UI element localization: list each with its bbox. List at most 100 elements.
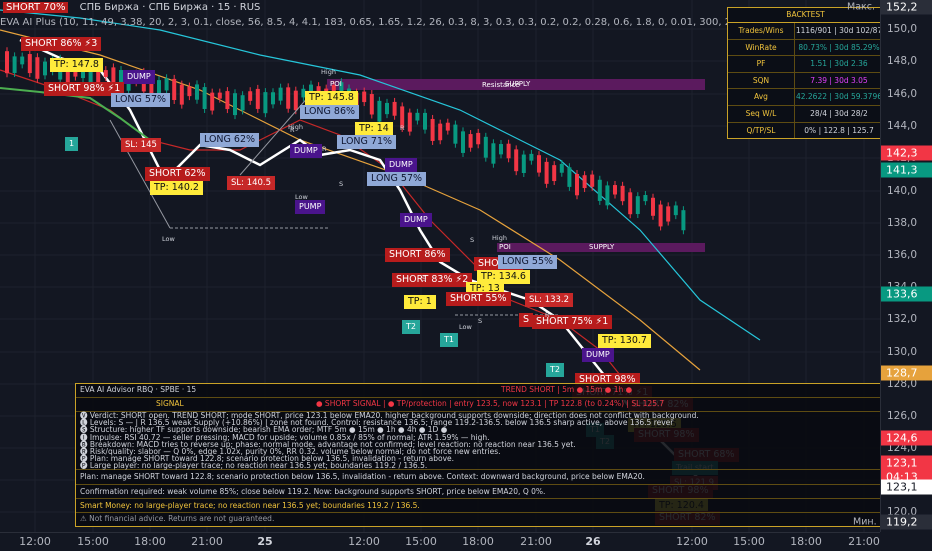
price-badge: 123,1 bbox=[881, 455, 932, 471]
structure-label: High bbox=[492, 234, 507, 242]
signal-tp-label[interactable]: TP: 140.2 bbox=[150, 181, 203, 195]
max-label: Макс. bbox=[847, 1, 875, 13]
price-badge: 141,3 bbox=[881, 162, 932, 178]
signal-tp-label[interactable]: TP: 147.8 bbox=[50, 58, 103, 72]
signal-long-label[interactable]: LONG 57% bbox=[367, 172, 427, 186]
signal-short-label[interactable]: SHORT 86% ⚡3 bbox=[21, 37, 102, 51]
signal-teal-label[interactable]: T2 bbox=[402, 320, 420, 334]
candle-body bbox=[453, 124, 458, 144]
panel-header-row: EVA AI Advisor RBQ · SPBE · 15 TREND SHO… bbox=[76, 384, 884, 398]
signal-short-label[interactable]: SHORT 98% ⚡1 bbox=[44, 82, 125, 96]
structure-label: R bbox=[400, 124, 405, 132]
symbol-title[interactable]: СПБ Биржа · СПБ Биржа · 15 · RUS bbox=[79, 2, 261, 13]
time-tick: 12:00 bbox=[348, 535, 380, 548]
signal-tp-label[interactable]: TP: 130.7 bbox=[598, 334, 651, 348]
signal-short-label[interactable]: S bbox=[519, 313, 534, 327]
candle-body bbox=[5, 51, 9, 74]
price-badge: 123,1 bbox=[881, 479, 932, 495]
candle-body bbox=[635, 196, 640, 215]
backtest-value: 28/4 | 30d 28/2 bbox=[810, 108, 868, 118]
candle-body bbox=[559, 163, 564, 173]
signal-short-label[interactable]: SHORT 83% ⚡2 bbox=[392, 273, 473, 287]
signal-dump-label[interactable]: DUMP bbox=[290, 144, 322, 158]
signal-sl-label[interactable]: SL: 140.5 bbox=[227, 176, 276, 190]
signal-dump-label[interactable]: PUMP bbox=[295, 200, 326, 214]
price-axis[interactable]: Макс. 152,2 150,0148,0146,0144,0142,0140… bbox=[847, 0, 932, 532]
signal-long-label[interactable]: LONG 57% bbox=[111, 93, 171, 107]
signal-short-label[interactable]: SHORT 86% bbox=[385, 248, 450, 262]
signal-long-label[interactable]: LONG 55% bbox=[498, 255, 558, 269]
backtest-key: Trades/Wins bbox=[728, 23, 795, 39]
candle-body bbox=[658, 204, 663, 227]
panel-line: 🅢 Structure: higher TF supports downside… bbox=[80, 425, 448, 435]
signal-dump-label[interactable]: DUMP bbox=[123, 70, 155, 84]
candle-body bbox=[590, 174, 595, 187]
candle-body bbox=[233, 93, 237, 116]
candle-body bbox=[43, 61, 47, 76]
backtest-key: PF bbox=[728, 56, 795, 72]
candle-body bbox=[445, 122, 450, 131]
panel-signal-text: ● SHORT SIGNAL | ● TP/protection | entry… bbox=[316, 399, 665, 408]
first-signal-label: SHORT 70% bbox=[3, 2, 69, 13]
max-value: 152,2 bbox=[886, 0, 918, 14]
candle-body bbox=[537, 155, 541, 173]
signal-sl-label[interactable]: SL: 133.2 bbox=[525, 293, 574, 307]
zone-poi-label: POI bbox=[499, 243, 511, 251]
candle-body bbox=[187, 86, 192, 97]
price-badge: 142,3 bbox=[881, 145, 932, 161]
signal-teal-label[interactable]: 1 bbox=[65, 137, 79, 151]
signal-short-label[interactable]: SHORT 55% bbox=[446, 292, 511, 306]
price-tick: 126,0 bbox=[887, 410, 918, 422]
candle-body bbox=[552, 165, 557, 182]
signal-tp-label[interactable]: TP: 14 bbox=[355, 122, 393, 136]
panel-confirm: Confirmation required: weak volume 85%; … bbox=[80, 487, 546, 496]
candle-body bbox=[499, 144, 503, 155]
signal-long-label[interactable]: LONG 71% bbox=[337, 135, 397, 149]
structure-label: S bbox=[478, 317, 483, 325]
panel-smart: Smart Money: no large-player trace; no r… bbox=[80, 501, 420, 510]
candle-body bbox=[286, 87, 291, 109]
price-tick: 138,0 bbox=[887, 217, 918, 229]
signal-long-label[interactable]: LONG 86% bbox=[300, 105, 360, 119]
signal-short-label[interactable]: SHORT 75% ⚡1 bbox=[532, 315, 613, 329]
panel-line: 🅑 Breakdown: MACD tries to reverse up; p… bbox=[80, 439, 576, 449]
time-tick: 12:00 bbox=[19, 535, 51, 548]
signal-teal-label[interactable]: T1 bbox=[440, 333, 458, 347]
candle-body bbox=[476, 132, 481, 145]
time-tick: 15:00 bbox=[733, 535, 765, 548]
candle-body bbox=[111, 67, 116, 85]
backtest-value: 0% | 122.8 | 125.7 bbox=[804, 125, 874, 135]
candle-body bbox=[385, 102, 389, 115]
signal-dump-label[interactable]: DUMP bbox=[385, 158, 417, 172]
signal-dump-label[interactable]: DUMP bbox=[582, 348, 614, 362]
signal-tp-label[interactable]: TP: 145.8 bbox=[305, 91, 358, 105]
backtest-row: Avg 42.2622 | 30d 59.3796 bbox=[728, 89, 883, 106]
time-axis[interactable]: 12:00 15:00 18:00 21:00 25 12:00 15:00 18:00 21:… bbox=[0, 532, 880, 551]
backtest-key: WinRate bbox=[728, 39, 795, 56]
panel-disclaimer: ⚠ Not financial advice. Returns are not … bbox=[80, 514, 275, 523]
signal-tp-label[interactable]: TP: 1 bbox=[404, 295, 436, 309]
structure-label: Low bbox=[295, 193, 308, 201]
candle-body bbox=[377, 100, 382, 122]
signal-short-label[interactable]: SHORT 62% bbox=[145, 167, 210, 181]
candle-body bbox=[96, 69, 101, 88]
panel-line: 🅟 Plan: manage SHORT toward 122.8; scena… bbox=[80, 454, 455, 464]
signal-teal-label[interactable]: T2 bbox=[546, 363, 564, 377]
candle-body bbox=[673, 205, 678, 216]
signal-sl-label[interactable]: SL: 145 bbox=[121, 138, 161, 152]
price-tick: 132,0 bbox=[887, 313, 918, 325]
signal-long-label[interactable]: LONG 62% bbox=[200, 133, 260, 147]
signal-dump-label[interactable]: DUMP bbox=[400, 213, 432, 227]
candle-body bbox=[195, 84, 199, 100]
backtest-value: 42.2622 | 30d 59.3796 bbox=[795, 92, 882, 102]
signal-tp-label[interactable]: TP: 134.6 bbox=[477, 270, 530, 284]
candle-body bbox=[263, 92, 268, 114]
supply-zone bbox=[497, 243, 705, 252]
candle-body bbox=[179, 84, 184, 105]
candle-body bbox=[597, 179, 602, 201]
backtest-row: WinRate 80.73% | 30d 85.29% bbox=[728, 39, 883, 57]
structure-line bbox=[239, 94, 311, 176]
ema-line bbox=[0, 9, 761, 341]
chart-title-row: SHORT 70% СПБ Биржа · СПБ Биржа · 15 · R… bbox=[3, 2, 260, 13]
indicator-legend[interactable]: EVA AI Plus (10, 11, 49, 3.38, 20, 2, 3,… bbox=[0, 17, 740, 28]
